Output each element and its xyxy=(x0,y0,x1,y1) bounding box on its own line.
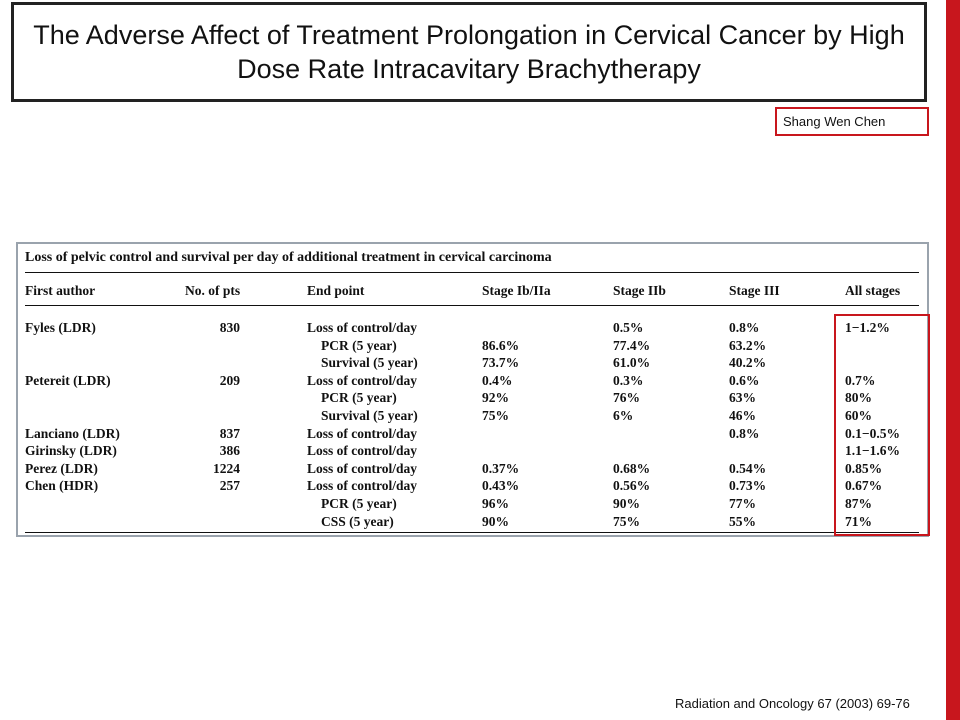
table-row: PCR (5 year) 96% 90% 77% 87% xyxy=(18,495,931,513)
table-row: PCR (5 year) 92% 76% 63% 80% xyxy=(18,389,931,407)
cell-no-of-pts: 386 xyxy=(219,443,240,459)
cell-all-stages: 80% xyxy=(845,390,872,406)
table-row: Girinsky (LDR) 386 Loss of control/day 1.1−… xyxy=(18,442,931,460)
table-row: Petereit (LDR) 209 Loss of control/day 0.4%… xyxy=(18,372,931,390)
cell-end-point: Loss of control/day xyxy=(307,425,418,441)
cell-end-point: PCR (5 year) xyxy=(321,337,397,353)
cell-stage-iib: 6% xyxy=(613,408,634,423)
header-stage-iib: Stage IIb xyxy=(613,283,666,298)
header-first-author: First author xyxy=(25,283,96,298)
table-row: Survival (5 year) 75% 6% 46% 60% xyxy=(18,407,931,425)
table-row: Fyles (LDR) 830 Loss of control/day 0.5% 0.8… xyxy=(18,319,931,337)
cell-end-point: Loss of control/day xyxy=(307,460,418,476)
cell-end-point: Survival (5 year) xyxy=(321,408,418,423)
cell-end-point: Loss of control/day xyxy=(307,443,418,459)
accent-side-bar xyxy=(946,0,960,720)
cell-stage-iii: 55% xyxy=(729,513,756,529)
cell-stage-ib-iia: 0.4% xyxy=(482,372,513,388)
table-row: Lanciano (LDR) 837 Loss of control/day 0.8%… xyxy=(18,425,931,443)
cell-stage-ib-iia: 90% xyxy=(482,513,509,529)
cell-no-of-pts: 1224 xyxy=(213,460,240,476)
cell-all-stages: 0.1−0.5% xyxy=(845,425,900,441)
table-row: PCR (5 year) 86.6% 77.4% 63.2% xyxy=(18,337,931,355)
cell-author: Fyles (LDR) xyxy=(25,320,96,335)
table-row: CSS (5 year) 90% 75% 55% 71% xyxy=(18,513,931,531)
table-row: Perez (LDR) 1224 Loss of control/day 0.37% 0… xyxy=(18,460,931,478)
cell-stage-iii: 77% xyxy=(729,496,756,511)
cell-stage-iii: 0.73% xyxy=(729,478,767,494)
cell-no-of-pts: 209 xyxy=(219,372,240,388)
cell-author: Perez (LDR) xyxy=(25,460,98,476)
header-stage-iii: Stage III xyxy=(729,283,780,298)
cell-all-stages: 1.1−1.6% xyxy=(845,443,900,459)
slide-title: The Adverse Affect of Treatment Prolonga… xyxy=(33,20,905,84)
cell-stage-iii: 63.2% xyxy=(729,337,767,353)
cell-stage-iii: 0.8% xyxy=(729,320,760,335)
cell-stage-ib-iia: 86.6% xyxy=(482,337,520,353)
cell-stage-ib-iia: 73.7% xyxy=(482,355,520,371)
cell-all-stages: 87% xyxy=(845,496,872,511)
header-end-point: End point xyxy=(307,283,365,298)
cell-all-stages: 1−1.2% xyxy=(845,320,890,335)
cell-end-point: Loss of control/day xyxy=(307,372,418,388)
cell-stage-ib-iia: 92% xyxy=(482,390,509,406)
cell-stage-ib-iia: 75% xyxy=(482,408,509,423)
cell-no-of-pts: 830 xyxy=(219,320,240,335)
table-bottom-rule xyxy=(25,532,919,534)
table-row: Survival (5 year) 73.7% 61.0% 40.2% xyxy=(18,354,931,372)
cell-stage-ib-iia: 96% xyxy=(482,496,509,511)
cell-all-stages: 0.85% xyxy=(845,460,883,476)
cell-author: Lanciano (LDR) xyxy=(25,425,120,441)
cell-stage-iib: 0.56% xyxy=(613,478,651,494)
table-row: Chen (HDR) 257 Loss of control/day 0.43% 0.5… xyxy=(18,477,931,495)
table-header-row: First author No. of pts End point Stage … xyxy=(18,282,931,300)
cell-author: Petereit (LDR) xyxy=(25,372,111,388)
title-box: The Adverse Affect of Treatment Prolonga… xyxy=(11,2,927,102)
header-all-stages: All stages xyxy=(845,283,901,298)
cell-no-of-pts: 257 xyxy=(219,478,240,494)
cell-all-stages: 0.67% xyxy=(845,478,883,494)
cell-stage-iib: 90% xyxy=(613,496,640,511)
cell-stage-iii: 46% xyxy=(729,408,756,423)
all-stages-highlight-box xyxy=(834,314,930,536)
cell-stage-iib: 0.68% xyxy=(613,460,651,476)
cell-all-stages: 60% xyxy=(845,408,872,423)
header-stage-ib-iia: Stage Ib/IIa xyxy=(482,283,551,298)
cell-stage-iii: 63% xyxy=(729,390,756,406)
cell-stage-iii: 0.54% xyxy=(729,460,767,476)
table-header-rule xyxy=(25,305,919,306)
cell-end-point: Loss of control/day xyxy=(307,320,418,335)
cell-no-of-pts: 837 xyxy=(219,425,240,441)
citation: Radiation and Oncology 67 (2003) 69-76 xyxy=(675,696,910,711)
cell-end-point: Loss of control/day xyxy=(307,478,418,494)
cell-stage-iib: 0.3% xyxy=(613,372,644,388)
cell-all-stages: 71% xyxy=(845,513,872,529)
cell-end-point: PCR (5 year) xyxy=(321,496,397,511)
cell-author: Girinsky (LDR) xyxy=(25,443,117,459)
cell-stage-ib-iia: 0.43% xyxy=(482,478,520,494)
table-caption: Loss of pelvic control and survival per … xyxy=(25,250,552,265)
cell-stage-iii: 40.2% xyxy=(729,355,767,371)
cell-stage-iii: 0.6% xyxy=(729,372,760,388)
cell-stage-iib: 76% xyxy=(613,390,640,406)
header-no-of-pts: No. of pts xyxy=(185,283,241,298)
cell-stage-iib: 0.5% xyxy=(613,320,644,335)
cell-author: Chen (HDR) xyxy=(25,478,99,494)
cell-all-stages: 0.7% xyxy=(845,372,876,388)
cell-stage-iib: 77.4% xyxy=(613,337,651,353)
cell-end-point: CSS (5 year) xyxy=(321,513,394,529)
cell-stage-ib-iia: 0.37% xyxy=(482,460,520,476)
author-label: Shang Wen Chen xyxy=(775,107,929,136)
cell-end-point: Survival (5 year) xyxy=(321,355,418,371)
cell-stage-iib: 61.0% xyxy=(613,355,651,371)
cell-stage-iii: 0.8% xyxy=(729,425,760,441)
cell-stage-iib: 75% xyxy=(613,513,640,529)
table-image-frame: Loss of pelvic control and survival per … xyxy=(16,242,929,537)
table-top-rule xyxy=(25,272,919,273)
cell-end-point: PCR (5 year) xyxy=(321,390,397,406)
